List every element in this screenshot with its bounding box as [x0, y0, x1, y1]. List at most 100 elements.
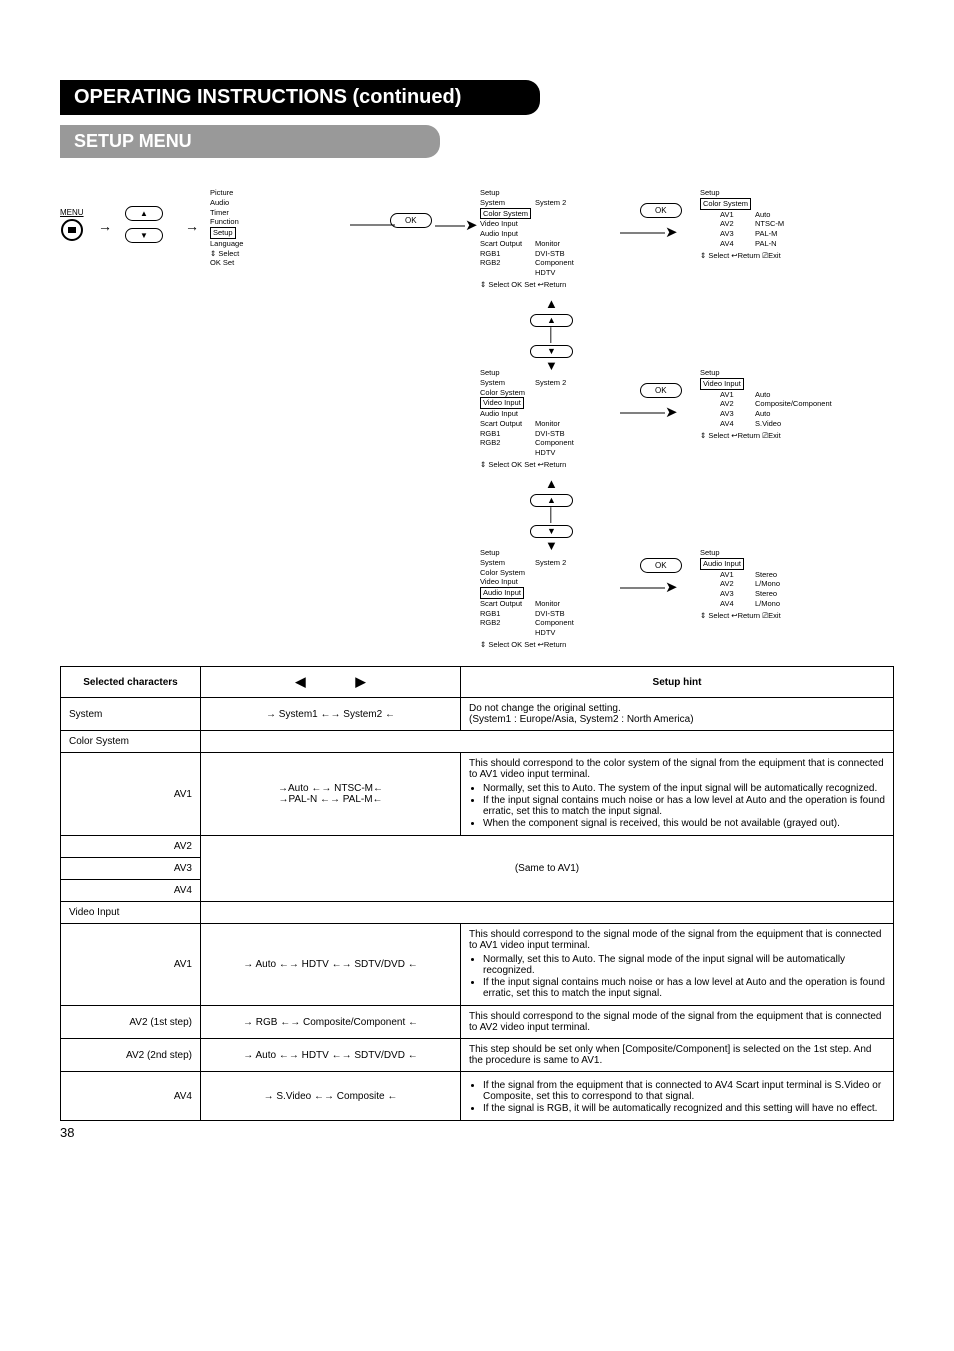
osd-row-label: RGB1 [480, 429, 535, 439]
osd-selected: Audio Input [480, 587, 524, 599]
osd-row-label: AV4 [700, 419, 755, 429]
row-label: AV2 (2nd step) [61, 1039, 201, 1072]
osd-footer: ⇕ Select OK Set ↩Return [480, 460, 610, 470]
osd-row-label: RGB2 [480, 618, 535, 628]
nav-down-button: ▼ [125, 228, 163, 243]
osd-selected: Video Input [700, 378, 744, 390]
osd-colorsys-detail: Setup Color System AV1Auto AV2NTSC-M AV3… [700, 188, 850, 260]
osd-row-value: Stereo [755, 570, 850, 580]
osd-row-label: Video Input [480, 577, 535, 587]
setup-hint: If the signal from the equipment that is… [461, 1072, 894, 1121]
row-label: AV2 (1st step) [61, 1006, 201, 1039]
osd-selected: Color System [700, 198, 751, 210]
hint-bullet: If the input signal contains much noise … [483, 795, 885, 817]
table-row: AV1 →Auto ←→ NTSC-M← →PAL-N ←→ PAL-M← Th… [61, 753, 894, 836]
setup-hint: This should correspond to the signal mod… [461, 924, 894, 1006]
row-label: Color System [61, 731, 201, 753]
osd-row-label: RGB1 [480, 609, 535, 619]
osd-row-value: HDTV [535, 268, 610, 278]
osd-row-label: RGB1 [480, 249, 535, 259]
osd-row-label: System [480, 378, 535, 388]
hint-bullet: When the component signal is received, t… [483, 818, 885, 829]
table-header: Setup hint [461, 667, 894, 698]
row-label: AV4 [61, 880, 201, 902]
osd-selected: Color System [480, 208, 531, 220]
osd-row-value: Monitor [535, 599, 610, 609]
osd-row-label: Scart Output [480, 419, 535, 429]
nav-updown-icon: ▲▲│▼▼ [530, 476, 573, 553]
osd-row-label: Audio Input [480, 229, 535, 239]
page-number: 38 [60, 1125, 894, 1140]
osd-row-value: Auto [755, 210, 850, 220]
nav-up-button: ▲ [125, 206, 163, 221]
hint-bullet: Normally, set this to Auto. The signal m… [483, 954, 885, 976]
osd-row-value: NTSC-M [755, 219, 850, 229]
osd-setup-colorsys: Setup SystemSystem 2 Color System Video … [480, 188, 610, 290]
osd-row-label: RGB2 [480, 258, 535, 268]
row-label: AV3 [61, 858, 201, 880]
osd-row-label: AV3 [700, 229, 755, 239]
osd-setup-videoinput: Setup SystemSystem 2 Color System Video … [480, 368, 610, 470]
osd-row-value: System 2 [535, 558, 610, 568]
table-row: AV2 (1st step) → RGB ←→ Composite/Compon… [61, 1006, 894, 1039]
options-diagram: → System1 ←→ System2 ← [266, 709, 395, 720]
menu-item: Audio [210, 198, 280, 208]
osd-row-value: HDTV [535, 448, 610, 458]
row-label: AV4 [61, 1072, 201, 1121]
menu-flow-diagram: MENU → ▲ ▼ → Picture Audio Timer Functio… [60, 178, 894, 658]
menu-circle-icon [61, 219, 83, 241]
options-diagram: → Auto ←→ HDTV ←→ SDTV/DVD ← [243, 959, 417, 970]
setup-hint: This should correspond to the signal mod… [461, 1006, 894, 1039]
setup-hint: This step should be set only when [Compo… [461, 1039, 894, 1072]
osd-row-label: RGB2 [480, 438, 535, 448]
arrow-right-icon: ——— [350, 216, 395, 233]
osd-row-label: Scart Output [480, 239, 535, 249]
main-menu-osd: Picture Audio Timer Function Setup Langu… [210, 188, 280, 268]
row-label: AV1 [61, 924, 201, 1006]
options-diagram: →Auto ←→ NTSC-M← [278, 783, 383, 794]
hint-bullet: If the signal from the equipment that is… [483, 1080, 885, 1102]
osd-footer: ⇕ Select OK Set ↩Return [480, 640, 610, 650]
setup-hint: (Same to AV1) [201, 836, 894, 902]
setup-hint: This should correspond to the color syst… [461, 753, 894, 836]
osd-row-label: Video Input [480, 219, 535, 229]
menu-footer: ⇕ Select [210, 249, 280, 259]
osd-row-label: AV1 [700, 210, 755, 220]
osd-title: Setup [480, 548, 610, 558]
osd-footer: ⇕ Select ↩Return ⎚Exit [700, 611, 850, 621]
options-diagram: → S.Video ←→ Composite ← [264, 1091, 398, 1102]
table-row: AV4 → S.Video ←→ Composite ← If the sign… [61, 1072, 894, 1121]
osd-setup-audioinput: Setup SystemSystem 2 Color System Video … [480, 548, 610, 650]
osd-row-value: DVI-STB [535, 249, 610, 259]
ok-button: OK [640, 203, 682, 218]
osd-audioinput-detail: Setup Audio Input AV1Stereo AV2L/Mono AV… [700, 548, 850, 620]
setup-hint: Do not change the original setting. (Sys… [461, 698, 894, 731]
hint-text: This should correspond to the color syst… [469, 758, 884, 780]
osd-row-value: Monitor [535, 239, 610, 249]
menu-item: Timer [210, 208, 280, 218]
menu-button-icon: MENU [60, 208, 84, 243]
ok-button: OK [640, 383, 682, 398]
osd-row-label: AV4 [700, 239, 755, 249]
ok-button: OK [390, 213, 432, 228]
osd-row-value: L/Mono [755, 599, 850, 609]
options-diagram: →PAL-N ←→ PAL-M← [278, 794, 382, 805]
table-header: ◀ ▶ [201, 667, 461, 698]
hint-bullet: If the input signal contains much noise … [483, 977, 885, 999]
osd-row-value: Component [535, 438, 610, 448]
hint-bullet: If the signal is RGB, it will be automat… [483, 1103, 885, 1114]
osd-title: Setup [700, 368, 850, 378]
osd-row-value: S.Video [755, 419, 850, 429]
osd-row-label: System [480, 558, 535, 568]
osd-row-value: PAL-N [755, 239, 850, 249]
arrow-right-icon: → [185, 218, 199, 234]
osd-footer: ⇕ Select ↩Return ⎚Exit [700, 251, 850, 261]
table-row: Color System [61, 731, 894, 753]
section-title: SETUP MENU [60, 125, 440, 158]
osd-row-label: AV2 [700, 579, 755, 589]
osd-row-value: Component [535, 258, 610, 268]
table-row: AV2 (Same to AV1) [61, 836, 894, 858]
triangle-right-icon: ▶ [356, 674, 366, 689]
osd-row-label: System [480, 198, 535, 208]
menu-footer: OK Set [210, 258, 280, 268]
